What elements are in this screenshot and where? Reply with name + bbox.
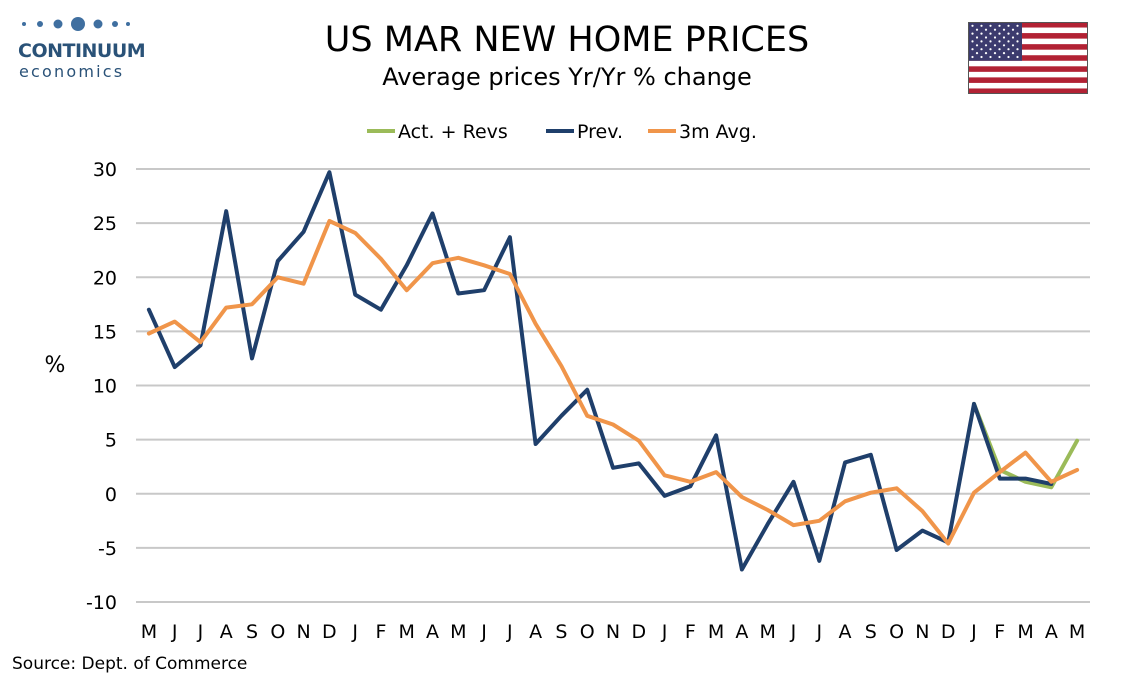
x-tick-label: A (426, 621, 439, 643)
x-tick-label: M (759, 621, 775, 643)
chart-subtitle: Average prices Yr/Yr % change (382, 63, 752, 91)
x-tick-label: A (220, 621, 233, 643)
x-tick-label: M (399, 621, 415, 643)
x-tick-label: O (580, 621, 595, 643)
x-tick-label: S (246, 621, 258, 643)
legend-label: Act. + Revs (398, 121, 508, 143)
x-tick-label: J (197, 621, 204, 643)
x-tick-label: A (735, 621, 748, 643)
x-tick-label: D (631, 621, 646, 643)
series-line-prev (146, 170, 1054, 572)
x-tick-label: J (506, 621, 513, 643)
x-tick-label: F (685, 621, 696, 643)
y-tick-label: 5 (105, 430, 117, 452)
source-note: Source: Dept. of Commerce (12, 654, 248, 674)
x-tick-label: D (941, 621, 956, 643)
grid-lines (136, 168, 1090, 603)
x-tick-label: F (994, 621, 1005, 643)
x-tick-label: D (322, 621, 337, 643)
x-tick-label: J (351, 621, 358, 643)
legend-label: 3m Avg. (679, 121, 757, 143)
x-tick-label: O (270, 621, 285, 643)
y-tick-label: 10 (93, 376, 117, 398)
y-tick-label: -10 (86, 592, 117, 614)
x-tick-label: M (1017, 621, 1033, 643)
continuum-logo: CONTINUUM economics (12, 14, 146, 81)
x-tick-label: A (529, 621, 542, 643)
y-tick-labels: -10 -5 0 5 10 15 20 25 30 (86, 159, 117, 614)
y-tick-label: 15 (93, 321, 117, 343)
logo-dots-icon (22, 17, 130, 31)
x-tick-label: N (296, 621, 310, 643)
legend-label: Prev. (577, 121, 623, 143)
x-tick-label: J (790, 621, 797, 643)
x-tick-label: M (1069, 621, 1085, 643)
x-tick-label: A (1045, 621, 1058, 643)
x-tick-label: N (915, 621, 929, 643)
y-axis-label: % (45, 353, 66, 378)
legend: Act. + Revs Prev. 3m Avg. (367, 121, 757, 143)
y-tick-label: 30 (93, 159, 117, 181)
logo-name: CONTINUUM (18, 40, 146, 62)
y-tick-label: 20 (93, 267, 117, 289)
logo-subtitle: economics (19, 62, 125, 81)
x-tick-label: J (815, 621, 822, 643)
x-tick-label: M (450, 621, 466, 643)
x-tick-label: A (839, 621, 852, 643)
chart-title: US MAR NEW HOME PRICES (324, 20, 810, 60)
x-tick-label: J (970, 621, 977, 643)
x-tick-label: M (708, 621, 724, 643)
x-tick-label: S (865, 621, 877, 643)
us-flag-icon (968, 22, 1088, 94)
x-tick-label: S (555, 621, 567, 643)
series-line-3m-avg (146, 219, 1080, 546)
x-tick-label: F (375, 621, 386, 643)
y-tick-label: 25 (93, 213, 117, 235)
series-lines (146, 170, 1080, 572)
x-tick-label: O (889, 621, 904, 643)
y-tick-label: -5 (98, 538, 117, 560)
x-tick-label: J (171, 621, 178, 643)
x-tick-label: N (606, 621, 620, 643)
y-tick-label: 0 (105, 484, 117, 506)
x-tick-label: J (661, 621, 668, 643)
x-tick-label: M (141, 621, 157, 643)
x-tick-label: J (480, 621, 487, 643)
